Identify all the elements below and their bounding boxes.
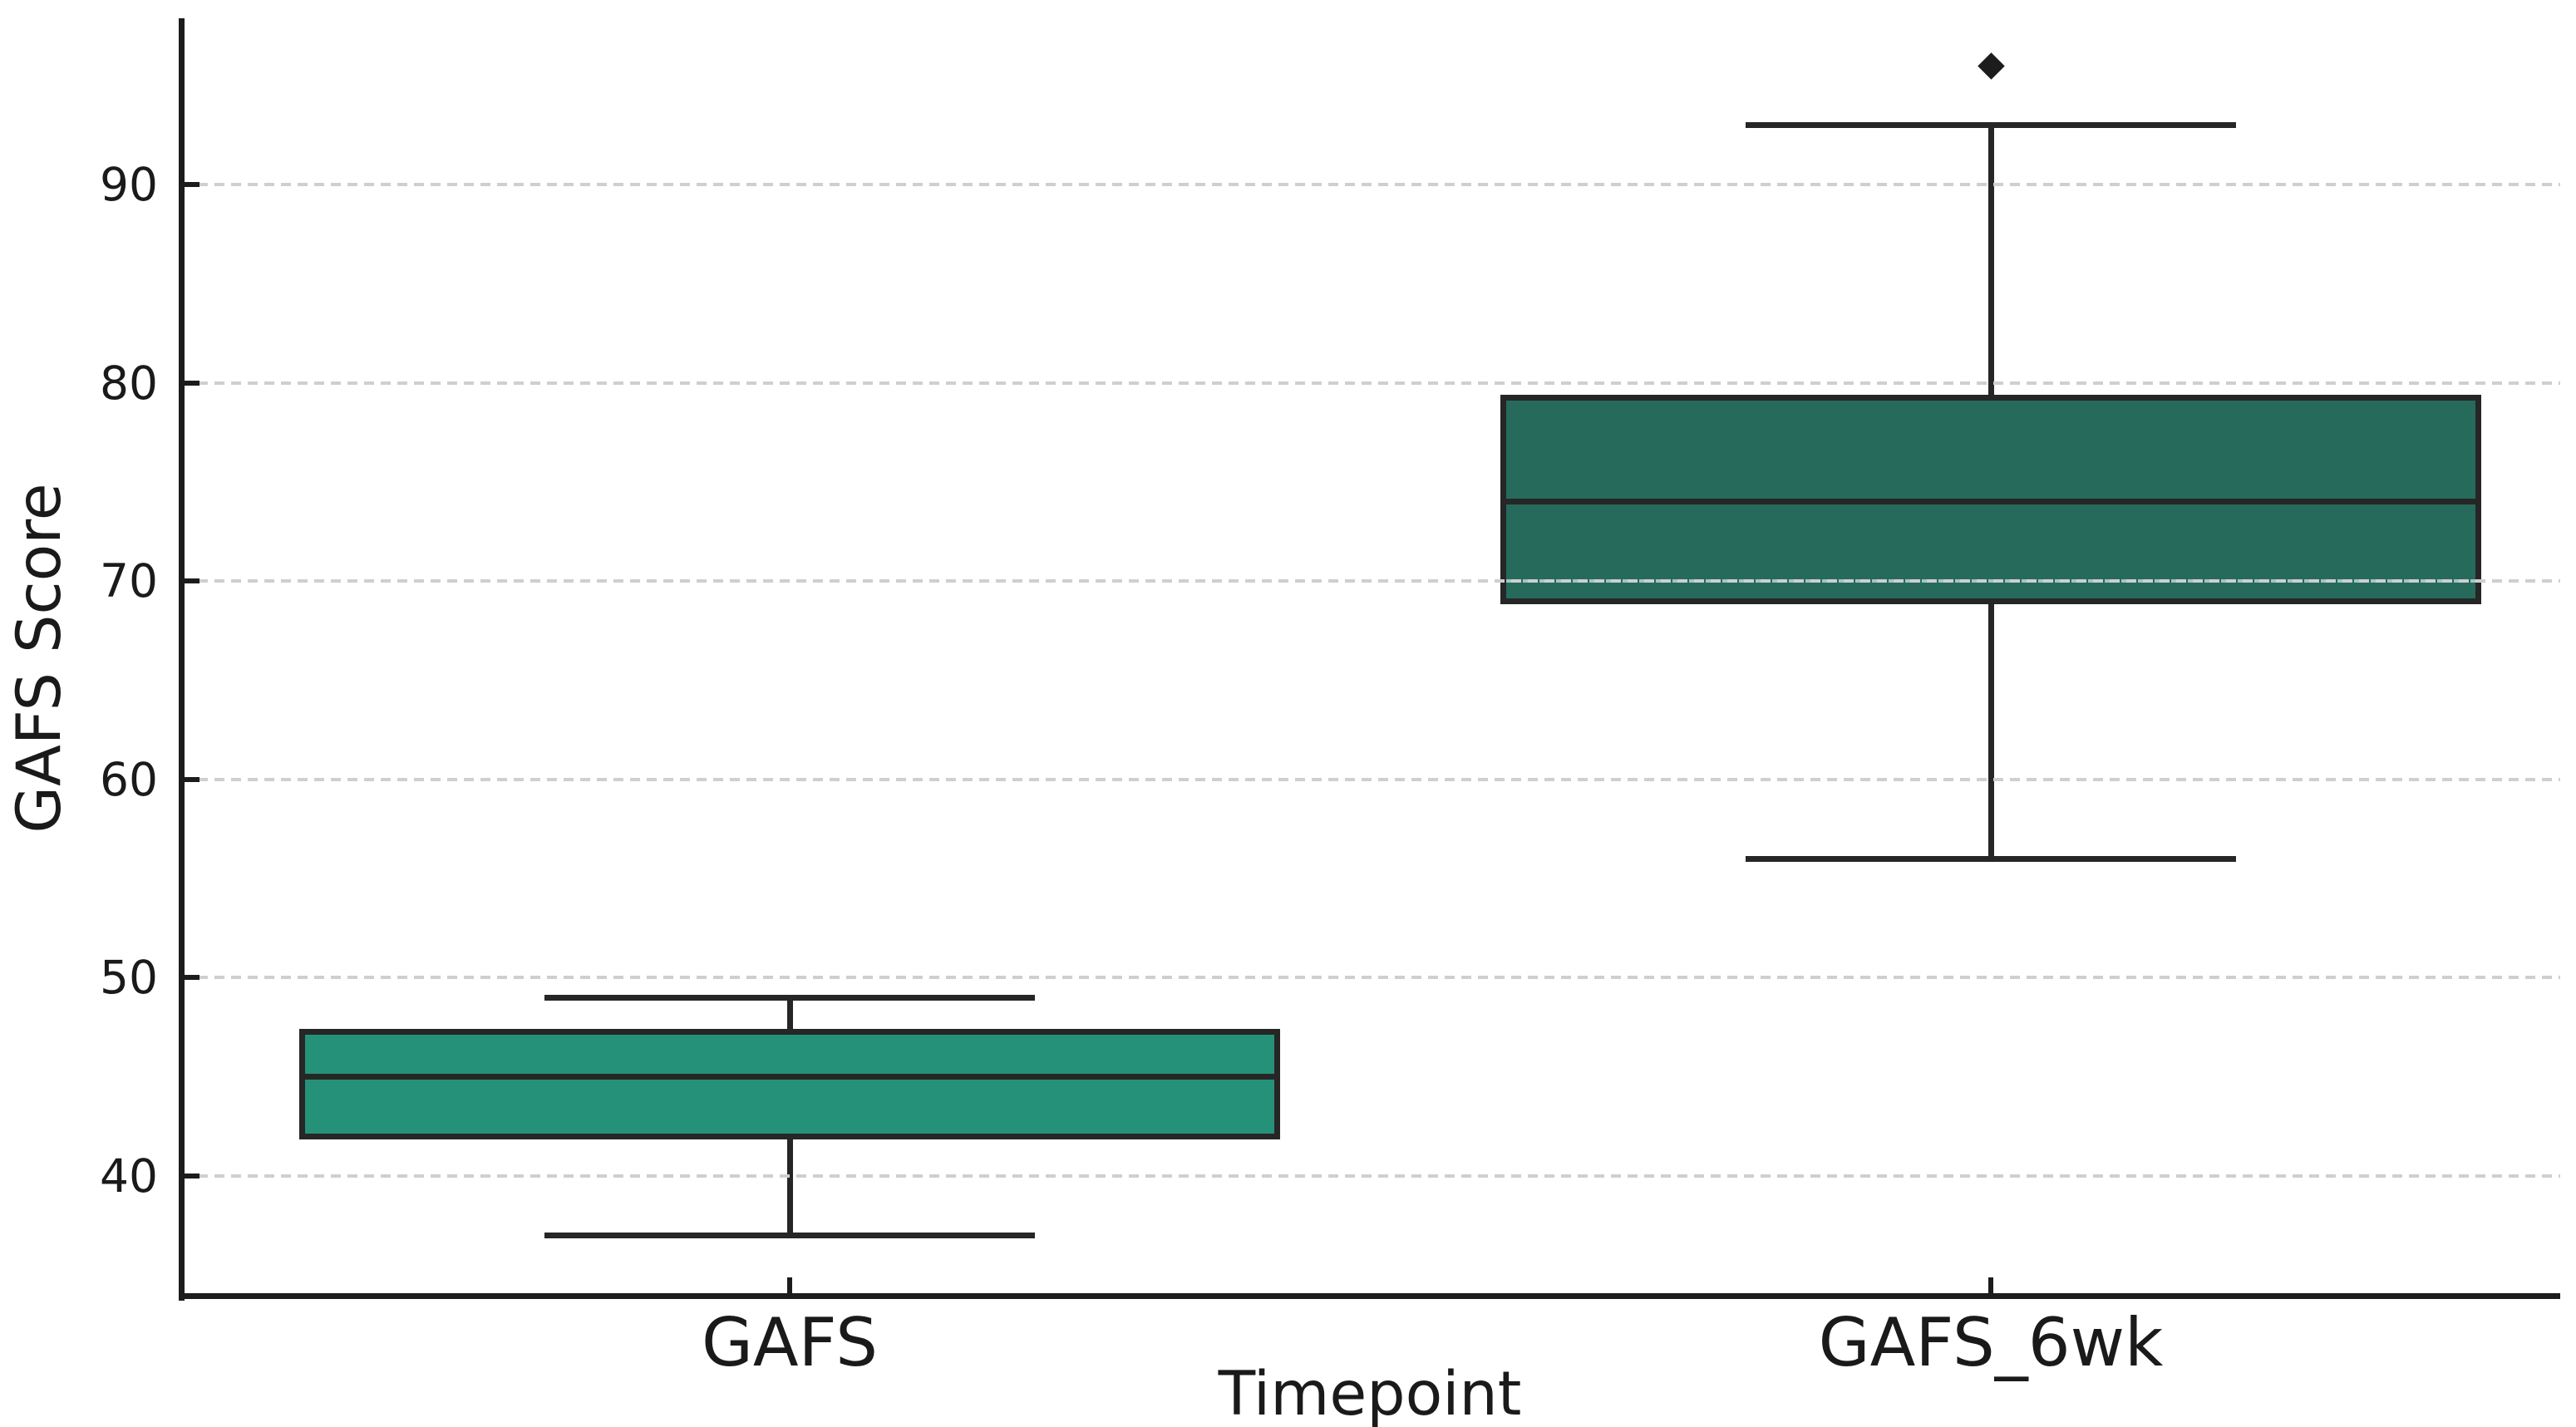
- y-tick-label-60: 60: [100, 752, 158, 806]
- whisker-lower-GAFS: [786, 1136, 793, 1236]
- gridline-y-40: [181, 1174, 2560, 1178]
- y-tick-40: [181, 1173, 199, 1179]
- gridline-y-60: [181, 777, 2560, 781]
- median-GAFS: [305, 1074, 1274, 1080]
- x-axis-spine: [179, 1293, 2560, 1299]
- y-tick-90: [181, 182, 199, 188]
- whisker-cap-upper-GAFS: [544, 994, 1035, 1001]
- x-tick-label-GAFS: GAFS: [701, 1304, 879, 1381]
- y-axis-title: GAFS Score: [4, 483, 75, 834]
- gridline-y-90: [181, 183, 2560, 187]
- whisker-cap-lower-GAFS: [544, 1232, 1035, 1238]
- y-tick-label-70: 70: [100, 554, 158, 608]
- y-tick-label-90: 90: [100, 158, 158, 212]
- y-tick-label-40: 40: [100, 1149, 158, 1203]
- gridline-y-50: [181, 976, 2560, 980]
- x-axis-title: Timepoint: [1218, 1359, 1522, 1427]
- gridline-y-80: [181, 381, 2560, 385]
- y-tick-50: [181, 975, 199, 981]
- y-axis-spine: [179, 18, 185, 1301]
- y-tick-70: [181, 578, 199, 584]
- y-tick-label-80: 80: [100, 356, 158, 410]
- y-tick-60: [181, 776, 199, 782]
- whisker-upper-GAFS: [786, 997, 793, 1032]
- x-tick-GAFS: [787, 1277, 792, 1295]
- gridline-y-70: [181, 579, 2560, 583]
- x-tick-GAFS_6wk: [1988, 1277, 1993, 1295]
- whisker-lower-GAFS_6wk: [1987, 601, 1994, 859]
- y-tick-label-50: 50: [100, 951, 158, 1005]
- x-tick-label-GAFS_6wk: GAFS_6wk: [1818, 1304, 2164, 1381]
- whisker-cap-upper-GAFS_6wk: [1746, 122, 2236, 129]
- y-tick-80: [181, 380, 199, 386]
- median-GAFS_6wk: [1506, 499, 2475, 505]
- outlier-diamond-GAFS_6wk-96: [1977, 52, 2005, 80]
- whisker-cap-lower-GAFS_6wk: [1746, 855, 2236, 862]
- box-GAFS: [299, 1029, 1280, 1139]
- whisker-upper-GAFS_6wk: [1987, 125, 1994, 398]
